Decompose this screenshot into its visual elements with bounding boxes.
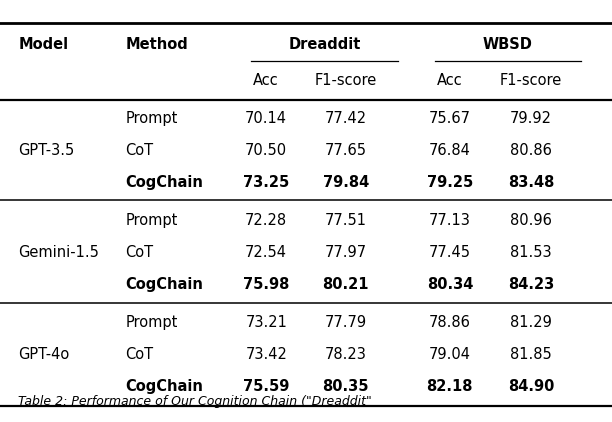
Text: 70.14: 70.14 [245, 111, 287, 126]
Text: 81.29: 81.29 [510, 315, 552, 330]
Text: Table 2: Performance of Our Cognition Chain ("Dreaddit": Table 2: Performance of Our Cognition Ch… [18, 395, 372, 408]
Text: 73.21: 73.21 [245, 315, 287, 330]
Text: 75.98: 75.98 [243, 277, 289, 292]
Text: 80.34: 80.34 [427, 277, 473, 292]
Text: 80.86: 80.86 [510, 143, 552, 158]
Text: GPT-4o: GPT-4o [18, 347, 70, 362]
Text: Acc: Acc [437, 73, 463, 88]
Text: Prompt: Prompt [125, 213, 178, 228]
Text: 81.53: 81.53 [510, 245, 552, 260]
Text: Method: Method [125, 37, 188, 52]
Text: CogChain: CogChain [125, 277, 203, 292]
Text: 77.45: 77.45 [429, 245, 471, 260]
Text: 80.21: 80.21 [323, 277, 369, 292]
Text: CogChain: CogChain [125, 175, 203, 190]
Text: Model: Model [18, 37, 69, 52]
Text: 77.42: 77.42 [325, 111, 367, 126]
Text: Acc: Acc [253, 73, 279, 88]
Text: CoT: CoT [125, 143, 154, 158]
Text: 77.65: 77.65 [325, 143, 367, 158]
Text: 72.28: 72.28 [245, 213, 287, 228]
Text: CogChain: CogChain [125, 379, 203, 394]
Text: 83.48: 83.48 [508, 175, 554, 190]
Text: 75.67: 75.67 [429, 111, 471, 126]
Text: 72.54: 72.54 [245, 245, 287, 260]
Text: 70.50: 70.50 [245, 143, 287, 158]
Text: CoT: CoT [125, 245, 154, 260]
Text: 73.42: 73.42 [245, 347, 287, 362]
Text: GPT-3.5: GPT-3.5 [18, 143, 75, 158]
Text: 79.84: 79.84 [323, 175, 369, 190]
Text: CoT: CoT [125, 347, 154, 362]
Text: 79.92: 79.92 [510, 111, 552, 126]
Text: WBSD: WBSD [483, 37, 533, 52]
Text: 80.35: 80.35 [323, 379, 369, 394]
Text: Prompt: Prompt [125, 315, 178, 330]
Text: Dreaddit: Dreaddit [288, 37, 360, 52]
Text: 82.18: 82.18 [427, 379, 473, 394]
Text: 77.79: 77.79 [325, 315, 367, 330]
Text: 77.51: 77.51 [325, 213, 367, 228]
Text: 84.23: 84.23 [508, 277, 554, 292]
Text: 78.86: 78.86 [429, 315, 471, 330]
Text: 76.84: 76.84 [429, 143, 471, 158]
Text: 79.04: 79.04 [429, 347, 471, 362]
Text: 73.25: 73.25 [243, 175, 289, 190]
Text: 77.97: 77.97 [325, 245, 367, 260]
Text: 79.25: 79.25 [427, 175, 473, 190]
Text: 80.96: 80.96 [510, 213, 552, 228]
Text: 84.90: 84.90 [508, 379, 554, 394]
Text: 77.13: 77.13 [429, 213, 471, 228]
Text: 81.85: 81.85 [510, 347, 552, 362]
Text: F1-score: F1-score [500, 73, 562, 88]
Text: Prompt: Prompt [125, 111, 178, 126]
Text: Gemini-1.5: Gemini-1.5 [18, 245, 99, 260]
Text: 78.23: 78.23 [325, 347, 367, 362]
Text: F1-score: F1-score [315, 73, 377, 88]
Text: 75.59: 75.59 [243, 379, 289, 394]
